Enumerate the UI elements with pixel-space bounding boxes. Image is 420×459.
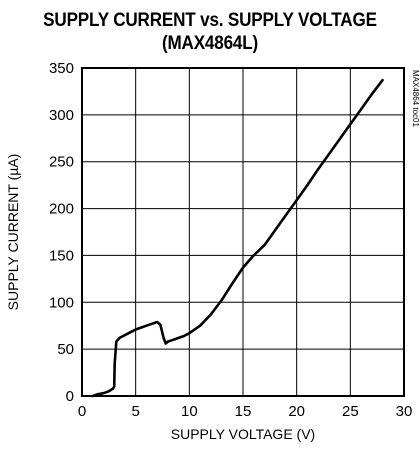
y-tick-label: 250	[49, 154, 74, 171]
y-tick-label: 150	[49, 247, 74, 264]
x-tick-label: 20	[288, 403, 305, 420]
y-tick-label: 350	[49, 60, 74, 77]
y-tick-label: 300	[49, 107, 74, 124]
y-tick-label: 0	[66, 388, 74, 405]
y-tick-label: 200	[49, 201, 74, 218]
x-axis-label: SUPPLY VOLTAGE (V)	[171, 426, 315, 442]
x-tick-label: 25	[342, 403, 359, 420]
x-tick-label: 15	[235, 403, 252, 420]
chart-subtitle: (MAX4864L)	[161, 33, 259, 54]
x-tick-label: 5	[131, 403, 139, 420]
plot-frame	[81, 67, 405, 397]
x-tick-label: 30	[396, 403, 413, 420]
series-line	[91, 78, 384, 398]
chart-title: SUPPLY CURRENT vs. SUPPLY VOLTAGE	[43, 10, 377, 31]
y-tick-label: 50	[57, 341, 74, 358]
x-tick-label: 0	[78, 403, 86, 420]
x-tick-label: 10	[181, 403, 198, 420]
figure-id: MAX4864 toc01	[411, 70, 420, 127]
y-axis-label: SUPPLY CURRENT (µA)	[5, 154, 21, 311]
y-tick-label: 100	[49, 294, 74, 311]
